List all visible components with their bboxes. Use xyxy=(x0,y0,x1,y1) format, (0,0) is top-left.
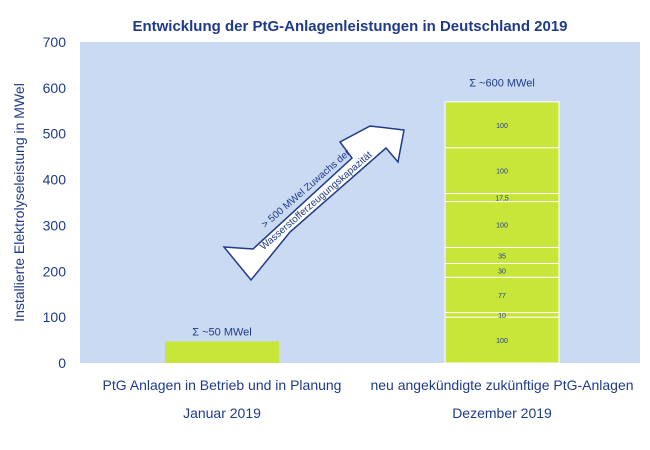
bar-segment xyxy=(444,147,560,195)
y-tick-label: 500 xyxy=(43,126,67,142)
y-tick-label: 400 xyxy=(43,172,67,188)
y-tick-label: 100 xyxy=(43,309,67,325)
bar-segment xyxy=(444,276,560,314)
y-tick-label: 600 xyxy=(43,80,67,96)
segment-value-label: 100 xyxy=(496,123,508,130)
y-tick-label: 300 xyxy=(43,217,67,233)
category-label: neu angekündigte zukünftige PtG-Anlagen xyxy=(370,377,633,393)
segment-value-label: 100 xyxy=(496,338,508,345)
bar-sum-label: Σ ~600 MWel xyxy=(469,78,535,90)
category-sublabel: Dezember 2019 xyxy=(452,405,552,421)
category-labels: PtG Anlagen in Betrieb und in Planung Jan… xyxy=(103,377,634,421)
growth-arrow-shape xyxy=(222,125,405,282)
segment-value-label: 35 xyxy=(498,253,506,260)
bar-segment xyxy=(165,341,279,363)
bar-sum-label: Σ ~50 MWel xyxy=(192,326,251,338)
bars: Σ ~50 MWel 100 10 77 30 35 100 17,5 100 100 Σ ~600… xyxy=(165,78,560,364)
segment-value-label: 17,5 xyxy=(495,196,509,203)
segment-value-label: 77 xyxy=(498,293,506,300)
segment-value-label: 100 xyxy=(496,223,508,230)
bar-segment xyxy=(444,201,560,248)
y-tick-label: 200 xyxy=(43,263,67,279)
y-axis-label: Installierte Elektrolyseleistung in MWel xyxy=(11,83,27,322)
segment-value-label: 100 xyxy=(496,169,508,176)
segment-value-label: 30 xyxy=(498,268,506,275)
bar-segment xyxy=(444,101,560,149)
y-tick-label: 700 xyxy=(43,34,67,50)
category-label: PtG Anlagen in Betrieb und in Planung xyxy=(103,377,342,393)
y-axis-ticks: 0 100 200 300 400 500 600 700 xyxy=(43,34,67,371)
y-tick-label: 0 xyxy=(58,355,66,371)
category-sublabel: Januar 2019 xyxy=(183,405,261,421)
chart-title: Entwicklung der PtG-Anlagenleistungen in… xyxy=(132,18,567,35)
segment-value-label: 10 xyxy=(498,313,506,320)
